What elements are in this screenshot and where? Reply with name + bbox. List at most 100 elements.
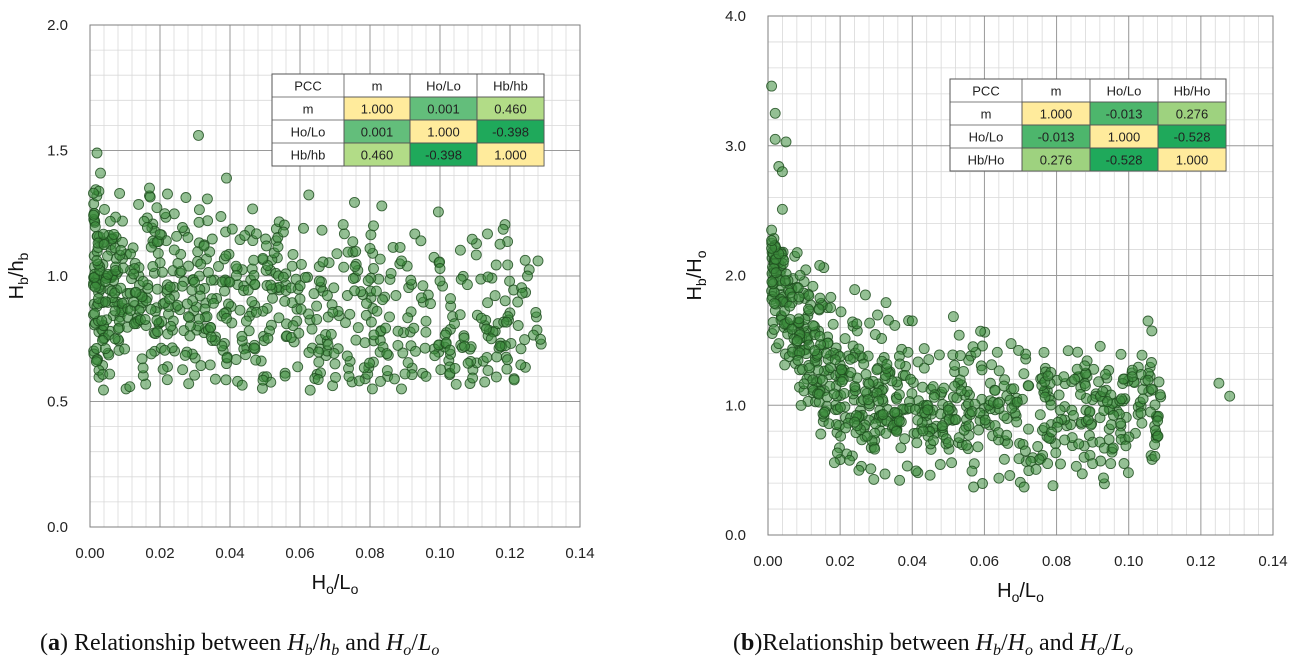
data-point xyxy=(953,329,965,341)
data-point xyxy=(895,442,907,454)
data-point xyxy=(99,203,110,215)
data-point xyxy=(267,292,278,304)
data-point xyxy=(992,398,1004,409)
data-point xyxy=(420,326,432,338)
data-point xyxy=(425,298,436,310)
data-point xyxy=(303,189,315,201)
data-point xyxy=(328,347,340,359)
data-point xyxy=(1045,399,1057,411)
data-point xyxy=(791,335,803,347)
data-point xyxy=(415,292,427,304)
data-point xyxy=(242,284,254,296)
data-point xyxy=(802,303,814,315)
data-point xyxy=(220,250,232,262)
data-point xyxy=(831,447,843,459)
data-point xyxy=(130,286,142,298)
data-point xyxy=(279,295,291,307)
pcc-header: Ho/Lo xyxy=(1107,84,1142,99)
data-point xyxy=(1093,376,1105,388)
data-point xyxy=(248,342,260,354)
x-axis-label: Ho/Lo xyxy=(997,580,1044,605)
data-point xyxy=(236,379,248,391)
data-point xyxy=(993,472,1005,484)
data-point xyxy=(1136,349,1148,361)
data-point xyxy=(966,465,978,477)
data-point xyxy=(891,425,903,437)
data-point xyxy=(394,241,406,253)
data-point xyxy=(1001,429,1013,441)
data-point xyxy=(1076,468,1088,480)
data-point xyxy=(370,285,382,297)
data-point xyxy=(277,226,289,238)
data-point xyxy=(341,350,353,362)
data-point xyxy=(230,260,242,272)
data-point xyxy=(1011,416,1023,428)
data-point xyxy=(1018,368,1030,380)
data-point xyxy=(221,352,233,364)
data-point xyxy=(371,305,383,317)
data-point xyxy=(224,276,236,288)
data-point xyxy=(449,318,460,330)
data-point xyxy=(1062,345,1074,357)
x-tick-label: 0.06 xyxy=(285,545,314,562)
pcc-value: 0.460 xyxy=(361,148,394,163)
data-point xyxy=(494,238,506,250)
data-point xyxy=(954,350,966,362)
data-point xyxy=(133,198,145,210)
data-point xyxy=(125,248,136,260)
data-point xyxy=(432,206,444,218)
data-point xyxy=(198,240,210,252)
data-point xyxy=(313,275,325,287)
data-point xyxy=(494,340,506,352)
data-point xyxy=(769,107,781,119)
pcc-value: 1.000 xyxy=(494,148,527,163)
pcc-header: Hb/hb xyxy=(493,79,528,94)
data-point xyxy=(392,325,404,337)
data-point xyxy=(184,320,196,332)
data-point xyxy=(946,457,958,469)
data-point xyxy=(213,260,224,272)
data-point xyxy=(836,364,847,376)
data-point xyxy=(508,374,520,386)
x-tick-label: 0.14 xyxy=(1258,553,1287,570)
data-point xyxy=(396,255,407,267)
data-point xyxy=(295,303,307,315)
data-point xyxy=(1118,458,1130,469)
data-point xyxy=(519,334,531,346)
data-point xyxy=(869,329,881,340)
pcc-value: -0.528 xyxy=(1174,130,1211,145)
data-point xyxy=(769,133,781,145)
data-point xyxy=(257,374,269,386)
data-point xyxy=(819,406,830,418)
data-point xyxy=(880,297,892,309)
data-point xyxy=(115,244,127,256)
data-point xyxy=(325,328,337,340)
data-point xyxy=(770,267,782,279)
pcc-row-label: Hb/Ho xyxy=(968,153,1005,168)
pcc-row-label: Ho/Lo xyxy=(291,125,326,140)
data-point xyxy=(845,367,857,378)
data-point xyxy=(434,263,446,274)
data-point xyxy=(1034,409,1046,421)
data-point xyxy=(168,244,180,256)
data-point xyxy=(828,457,840,469)
data-point xyxy=(873,395,885,407)
data-point xyxy=(144,182,155,194)
data-point xyxy=(933,349,945,361)
x-tick-label: 0.10 xyxy=(425,545,454,562)
data-point xyxy=(963,354,975,366)
data-point xyxy=(784,313,796,325)
data-point xyxy=(844,454,855,466)
data-point xyxy=(220,374,232,386)
data-point xyxy=(773,338,785,350)
pcc-value: 1.000 xyxy=(1176,153,1209,168)
data-point xyxy=(1154,389,1166,401)
data-point xyxy=(792,282,804,294)
y-tick-label: 2.0 xyxy=(47,17,68,34)
y-tick-label: 4.0 xyxy=(725,8,746,25)
data-point xyxy=(976,364,988,376)
data-point xyxy=(1142,315,1154,327)
data-point xyxy=(466,233,478,245)
data-point xyxy=(226,223,238,235)
data-point xyxy=(490,371,502,383)
